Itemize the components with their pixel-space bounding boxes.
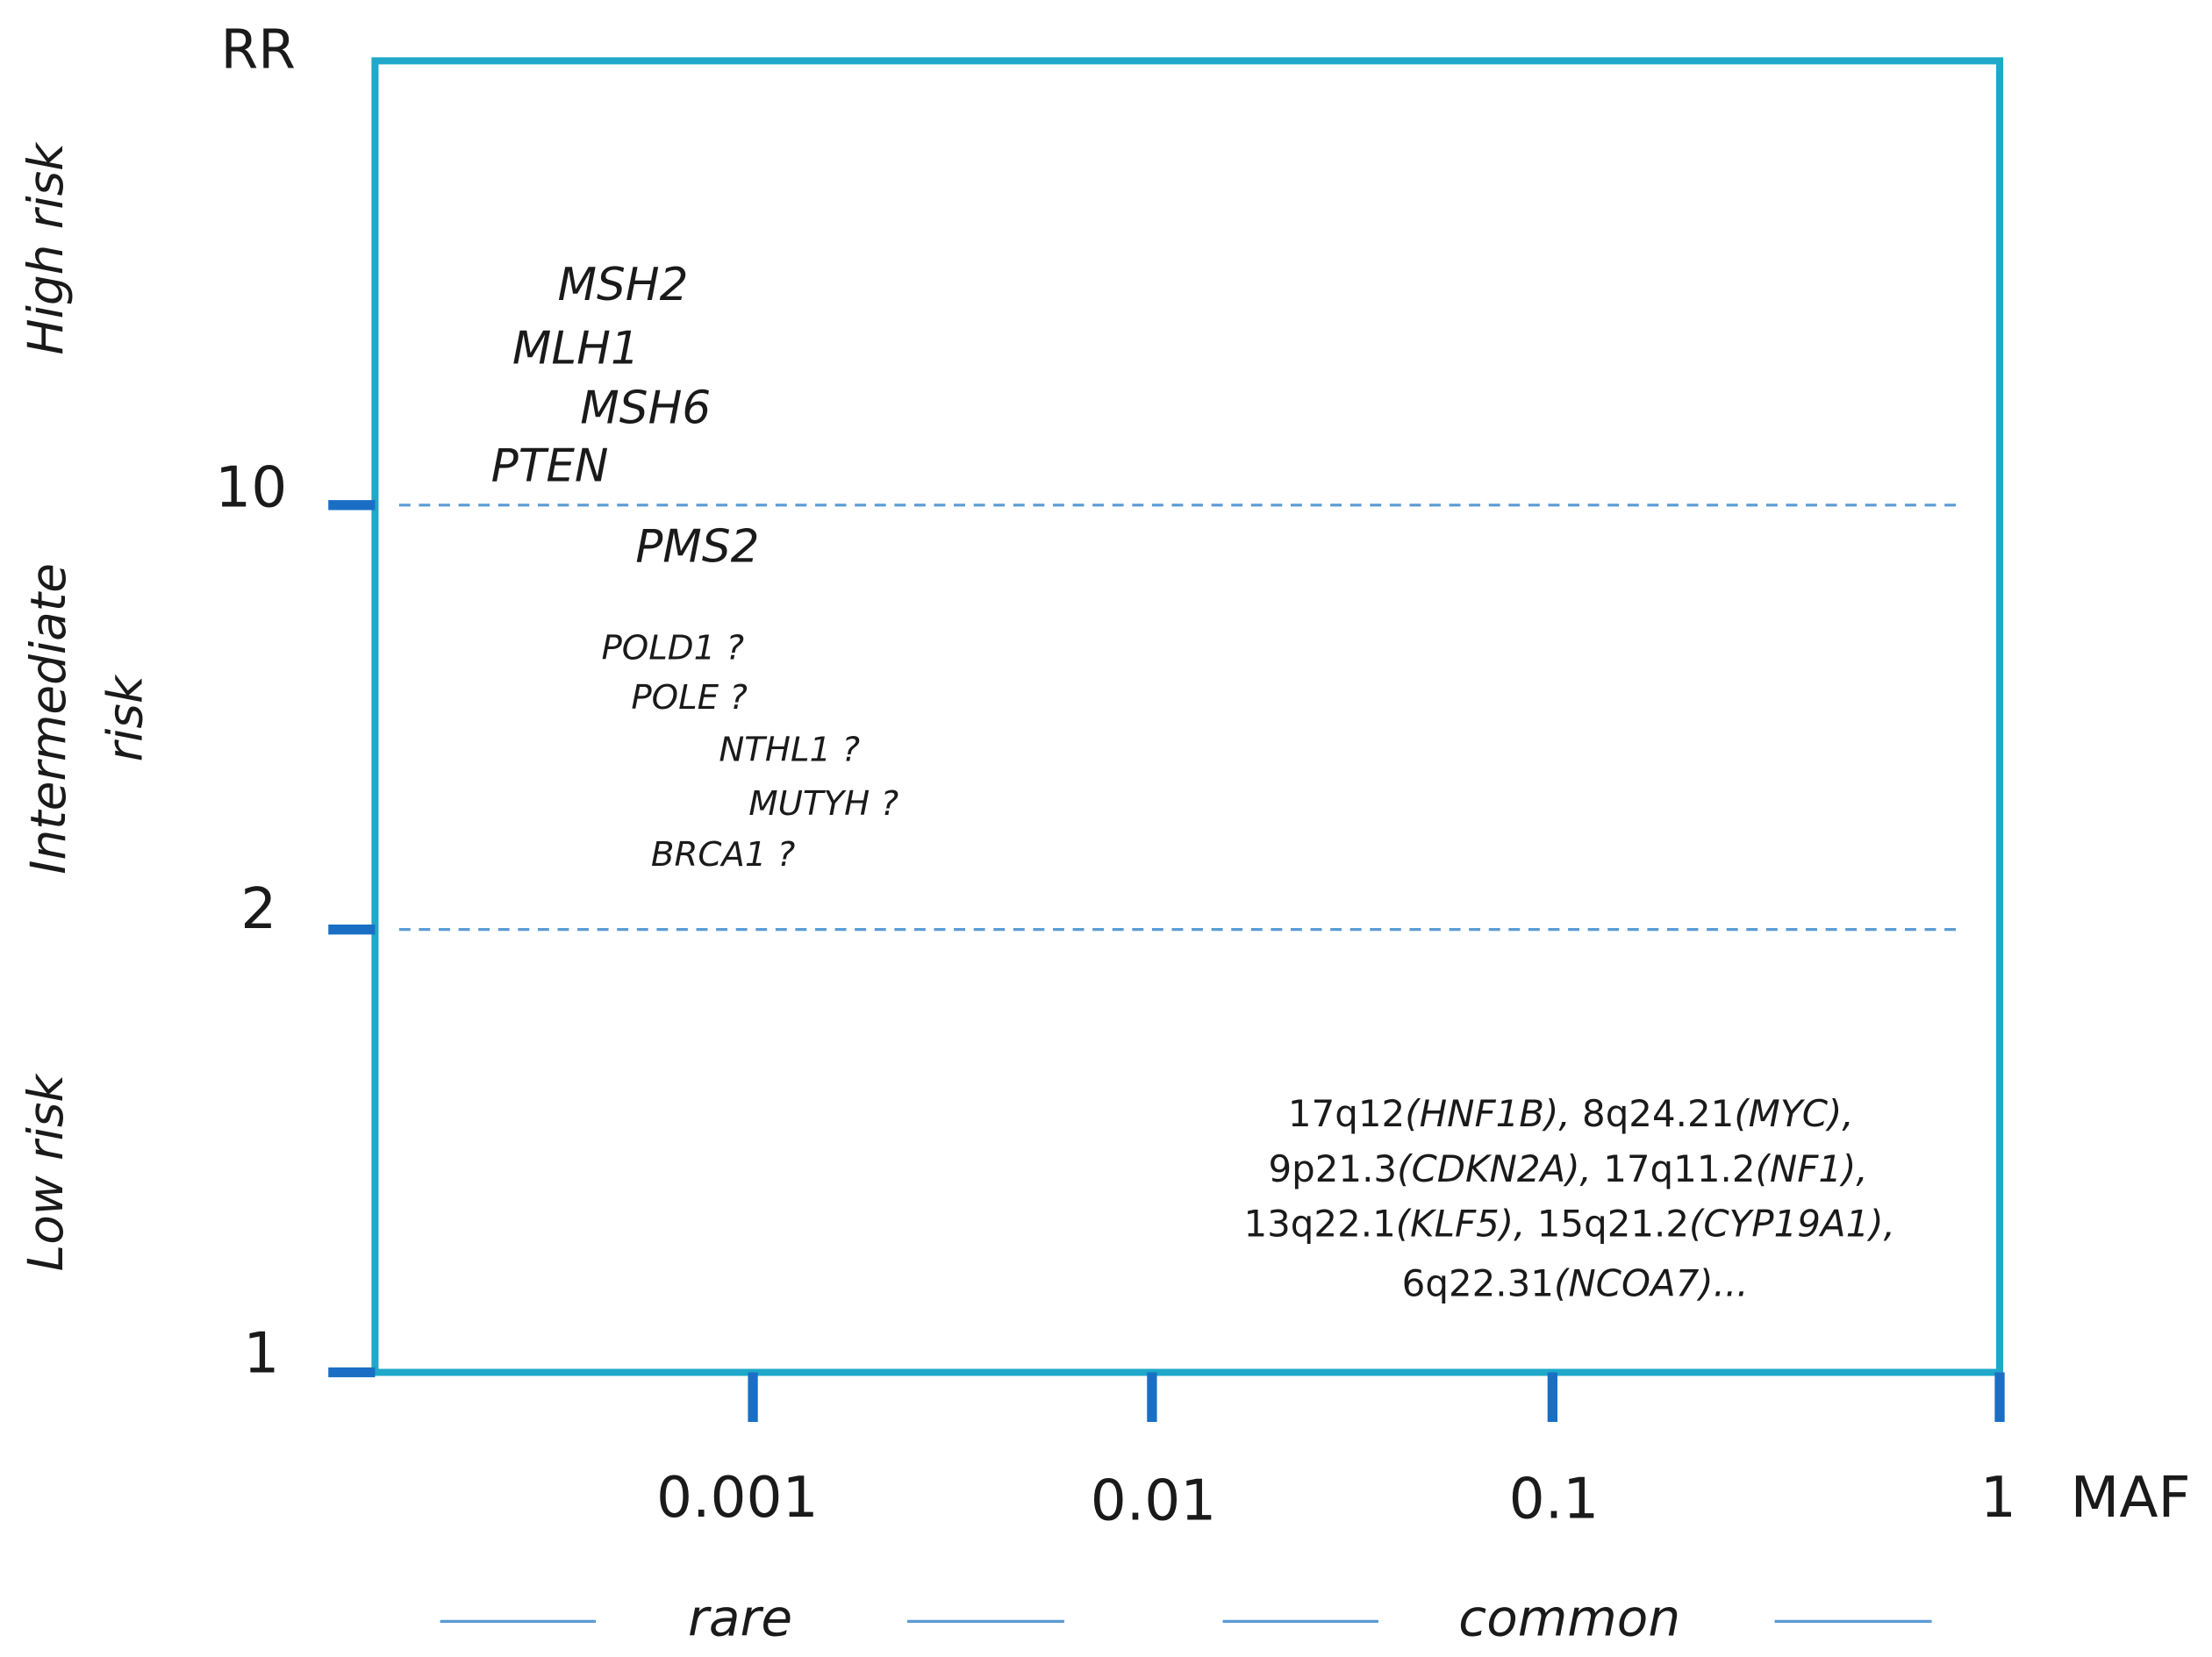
gene-label-brca1: BRCA1 ?: [651, 835, 795, 875]
y-tick-label-1: 1: [243, 1321, 279, 1387]
gene-label-msh2: MSH2: [557, 259, 688, 311]
gene-label-nthl1: NTHL1 ?: [719, 731, 860, 770]
band-label-common: common: [1458, 1589, 1680, 1648]
y-tick-label-10: 10: [215, 454, 287, 520]
risk-label-intermediate-1: Intermediate: [20, 563, 76, 875]
x-tick-label-0.01: 0.01: [1091, 1468, 1217, 1533]
x-axis-title: MAF: [2071, 1465, 2191, 1531]
gene-label-mlh1: MLH1: [512, 323, 640, 375]
band-label-rare: rare: [688, 1589, 792, 1648]
loci-line-4: 6q22.31(NCOA7)...: [1402, 1261, 1749, 1304]
gene-label-pold1: POLD1 ?: [601, 629, 744, 668]
risk-label-intermediate-2: risk: [97, 674, 153, 761]
x-tick-label-0.001: 0.001: [656, 1465, 819, 1531]
loci-line-2: 9p21.3(CDKN2A), 17q11.2(NF1),: [1268, 1147, 1867, 1190]
y-axis-title: RR: [221, 18, 296, 81]
gene-label-pole: POLE ?: [631, 678, 748, 718]
loci-line-3: 13q22.1(KLF5), 15q21.2(CYP19A1),: [1243, 1203, 1894, 1246]
gene-label-pms2: PMS2: [635, 520, 759, 573]
x-tick-label-0.1: 0.1: [1509, 1467, 1600, 1532]
gene-label-pten: PTEN: [491, 439, 609, 492]
y-tick-label-2: 2: [240, 876, 276, 942]
plot-frame: [371, 57, 2004, 1376]
gene-label-mutyh: MUTYH ?: [748, 784, 898, 824]
risk-label-high: High risk: [18, 141, 74, 355]
loci-line-1: 17q12(HNF1B), 8q24.21(MYC),: [1288, 1092, 1854, 1135]
gene-label-msh6: MSH6: [580, 382, 711, 434]
risk-label-low: Low risk: [18, 1073, 74, 1272]
x-tick-label-1: 1: [1980, 1465, 2016, 1531]
